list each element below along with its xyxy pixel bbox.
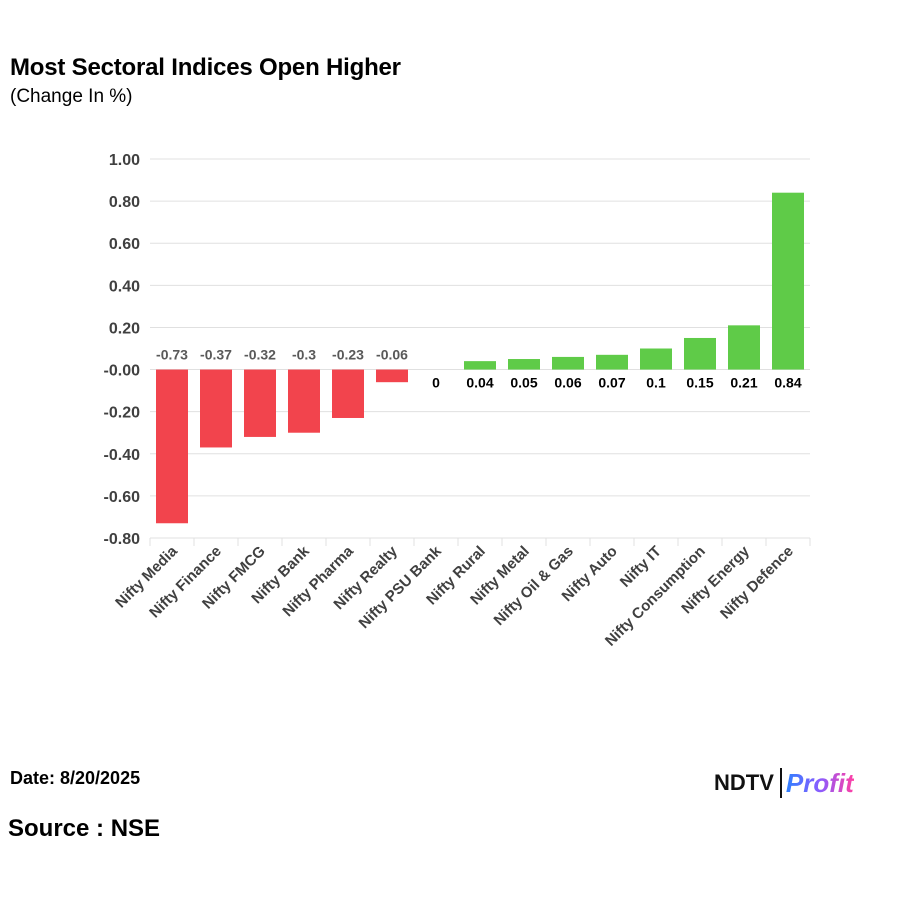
data-label: -0.06 — [376, 347, 408, 363]
bar — [464, 361, 496, 370]
y-tick-label: -0.60 — [104, 489, 141, 506]
bar — [288, 369, 320, 433]
data-label: 0.07 — [598, 375, 625, 391]
data-label: 0 — [432, 375, 440, 391]
bar — [772, 192, 804, 370]
data-label: -0.23 — [332, 347, 364, 363]
y-tick-label: 1.00 — [109, 152, 140, 169]
bar — [508, 359, 540, 370]
bar — [596, 354, 628, 370]
y-tick-label: 0.60 — [109, 236, 140, 253]
data-label: 0.15 — [686, 375, 713, 391]
bar — [728, 325, 760, 370]
bar — [684, 337, 716, 370]
data-label: 0.04 — [466, 375, 493, 391]
bar — [552, 356, 584, 370]
y-tick-label: 0.40 — [109, 278, 140, 295]
y-tick-label: -0.20 — [104, 405, 141, 422]
data-label: 0.1 — [646, 375, 666, 391]
logo-divider — [779, 768, 782, 798]
source-label: Source : NSE — [8, 815, 161, 842]
bar — [200, 369, 232, 448]
y-tick-label: -0.00 — [104, 363, 141, 380]
y-tick-label: 0.20 — [109, 320, 140, 337]
ndtv-profit-logo: NDTV Profit — [714, 766, 854, 800]
logo-profit-text: Profit — [785, 767, 854, 798]
bar — [332, 369, 364, 418]
chart-subtitle: (Change In %) — [10, 86, 133, 107]
data-label: 0.05 — [510, 375, 537, 391]
data-label: 0.84 — [774, 375, 801, 391]
bar — [244, 369, 276, 437]
category-label: Nifty Oil & Gas — [491, 543, 577, 629]
data-label: -0.37 — [200, 347, 232, 363]
y-tick-label: -0.40 — [104, 447, 141, 464]
bar — [640, 348, 672, 370]
chart-title: Most Sectoral Indices Open Higher — [10, 54, 401, 81]
data-label: 0.21 — [730, 375, 757, 391]
bar — [376, 369, 408, 383]
bar — [156, 369, 188, 524]
logo-ndtv-text: NDTV — [714, 770, 774, 795]
y-tick-label: 0.80 — [109, 194, 140, 211]
data-label: -0.32 — [244, 347, 276, 363]
data-label: 0.06 — [554, 375, 581, 391]
data-label: -0.73 — [156, 347, 188, 363]
y-tick-label: -0.80 — [104, 531, 141, 548]
date-label: Date: 8/20/2025 — [10, 768, 141, 788]
data-label: -0.3 — [292, 347, 316, 363]
